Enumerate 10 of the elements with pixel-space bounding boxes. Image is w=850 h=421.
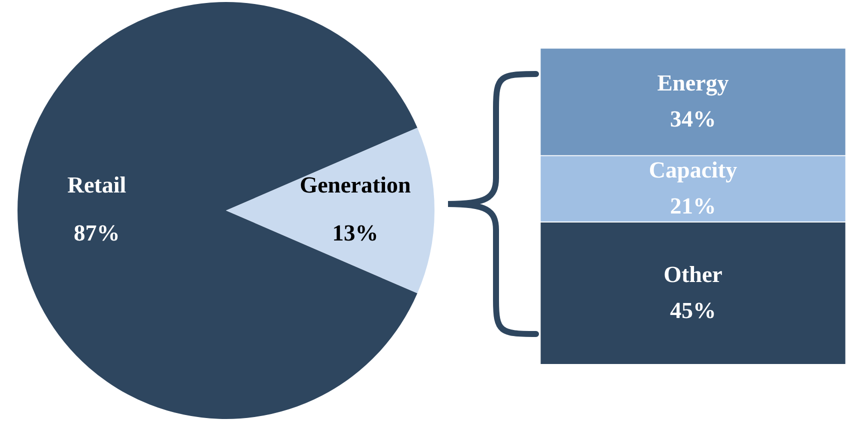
data-label: 34% — [670, 106, 716, 132]
data-label: 21% — [670, 194, 716, 219]
data-label: 45% — [670, 298, 716, 323]
slice-label: Retail — [67, 172, 126, 198]
slice-label: Generation — [300, 172, 412, 198]
series-label: Other — [664, 262, 722, 287]
series-label: Capacity — [648, 158, 738, 183]
data-label: 13% — [332, 220, 378, 246]
series-label: Energy — [657, 70, 730, 97]
data-label: 87% — [74, 220, 120, 246]
